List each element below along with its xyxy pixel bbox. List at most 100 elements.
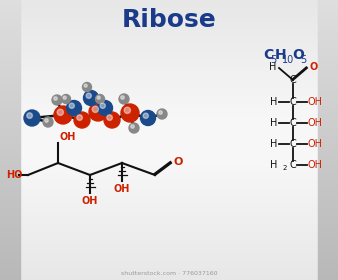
- Bar: [0, 12, 338, 13]
- Bar: [0, 180, 338, 181]
- Circle shape: [54, 106, 72, 124]
- Bar: [318, 55, 338, 56]
- Bar: [318, 172, 338, 173]
- Text: H: H: [270, 118, 277, 128]
- Bar: [318, 65, 338, 66]
- Bar: [0, 172, 338, 173]
- Bar: [0, 180, 20, 181]
- Bar: [318, 92, 338, 93]
- Bar: [0, 223, 20, 224]
- Bar: [0, 272, 338, 273]
- Bar: [318, 134, 338, 135]
- Text: C: C: [290, 118, 296, 128]
- Bar: [318, 200, 338, 201]
- Bar: [0, 224, 20, 225]
- Bar: [0, 106, 20, 107]
- Text: 5: 5: [270, 55, 276, 65]
- Bar: [318, 244, 338, 245]
- Bar: [0, 104, 338, 105]
- Bar: [0, 28, 20, 29]
- Bar: [0, 133, 338, 134]
- Bar: [0, 226, 338, 227]
- Bar: [0, 200, 20, 201]
- Bar: [0, 119, 20, 120]
- Bar: [0, 29, 20, 30]
- Bar: [318, 66, 338, 67]
- Circle shape: [143, 113, 148, 118]
- Bar: [318, 117, 338, 118]
- Bar: [0, 207, 338, 208]
- Bar: [0, 196, 20, 197]
- Bar: [0, 142, 338, 143]
- Bar: [0, 35, 20, 36]
- Bar: [0, 156, 20, 157]
- Bar: [0, 203, 338, 204]
- Bar: [0, 228, 20, 229]
- Bar: [0, 57, 20, 58]
- Bar: [0, 55, 338, 56]
- Bar: [0, 249, 20, 250]
- Bar: [0, 221, 338, 222]
- Bar: [318, 229, 338, 230]
- Bar: [318, 230, 338, 231]
- Bar: [0, 256, 20, 257]
- Bar: [0, 114, 20, 115]
- Bar: [318, 163, 338, 164]
- Bar: [0, 279, 20, 280]
- Bar: [318, 142, 338, 143]
- Circle shape: [63, 96, 66, 99]
- Text: C: C: [290, 160, 296, 170]
- Bar: [0, 237, 338, 238]
- Bar: [0, 166, 338, 167]
- Bar: [0, 90, 338, 91]
- Bar: [318, 277, 338, 278]
- Bar: [318, 206, 338, 207]
- Bar: [318, 32, 338, 33]
- Bar: [0, 256, 338, 257]
- Bar: [0, 249, 338, 250]
- Circle shape: [100, 103, 105, 108]
- Bar: [0, 190, 20, 191]
- Bar: [318, 274, 338, 275]
- Bar: [0, 171, 20, 172]
- Circle shape: [129, 123, 139, 133]
- Bar: [318, 24, 338, 25]
- Bar: [0, 162, 20, 163]
- Bar: [318, 140, 338, 141]
- Text: OH: OH: [114, 184, 130, 194]
- Bar: [0, 163, 20, 164]
- Bar: [0, 108, 20, 109]
- Bar: [0, 119, 338, 120]
- Bar: [0, 135, 20, 136]
- Bar: [0, 6, 20, 7]
- Bar: [318, 103, 338, 104]
- Bar: [0, 61, 338, 62]
- Bar: [0, 21, 20, 22]
- Bar: [318, 153, 338, 154]
- Bar: [0, 128, 338, 129]
- Bar: [0, 182, 20, 183]
- Bar: [318, 141, 338, 142]
- Bar: [0, 2, 20, 3]
- Bar: [0, 155, 20, 156]
- Bar: [0, 170, 20, 171]
- Bar: [0, 39, 338, 40]
- Bar: [318, 269, 338, 270]
- Bar: [0, 144, 338, 145]
- Bar: [0, 270, 338, 271]
- Bar: [0, 45, 338, 46]
- Bar: [318, 38, 338, 39]
- Bar: [0, 254, 338, 255]
- Bar: [0, 129, 338, 130]
- Bar: [0, 267, 20, 268]
- Bar: [0, 14, 20, 15]
- Bar: [318, 21, 338, 22]
- Bar: [0, 214, 20, 215]
- Bar: [318, 95, 338, 96]
- Bar: [0, 56, 20, 57]
- Bar: [0, 179, 20, 180]
- Bar: [318, 69, 338, 70]
- Circle shape: [97, 96, 100, 99]
- Bar: [318, 205, 338, 206]
- Bar: [0, 114, 338, 115]
